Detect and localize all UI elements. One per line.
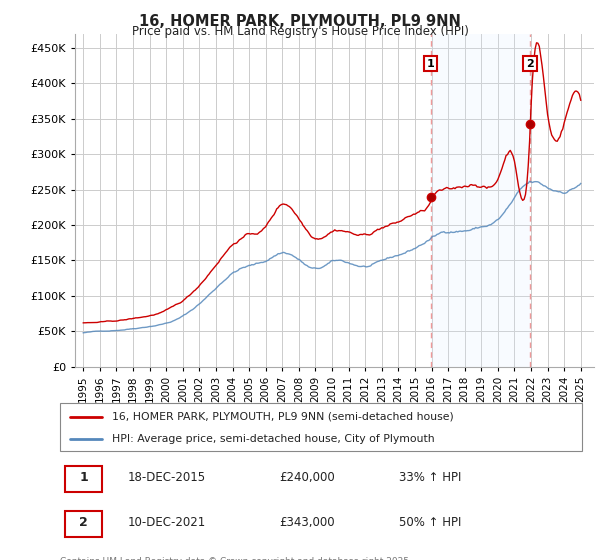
FancyBboxPatch shape [60,403,582,451]
Text: 33% ↑ HPI: 33% ↑ HPI [400,471,461,484]
Text: £343,000: £343,000 [279,516,335,529]
Bar [431,34,530,367]
Text: 18-DEC-2015: 18-DEC-2015 [128,471,206,484]
Text: 16, HOMER PARK, PLYMOUTH, PL9 9NN (semi-detached house): 16, HOMER PARK, PLYMOUTH, PL9 9NN (semi-… [112,412,454,422]
Text: 2: 2 [79,516,88,529]
Text: 16, HOMER PARK, PLYMOUTH, PL9 9NN: 16, HOMER PARK, PLYMOUTH, PL9 9NN [139,14,461,29]
Text: 1: 1 [79,471,88,484]
Text: £240,000: £240,000 [279,471,335,484]
Text: Price paid vs. HM Land Registry's House Price Index (HPI): Price paid vs. HM Land Registry's House … [131,25,469,38]
Text: HPI: Average price, semi-detached house, City of Plymouth: HPI: Average price, semi-detached house,… [112,434,435,444]
Text: 2: 2 [526,59,534,68]
Text: 1: 1 [427,59,435,68]
Text: 50% ↑ HPI: 50% ↑ HPI [400,516,461,529]
FancyBboxPatch shape [65,511,102,537]
Text: 10-DEC-2021: 10-DEC-2021 [128,516,206,529]
Text: Contains HM Land Registry data © Crown copyright and database right 2025.
This d: Contains HM Land Registry data © Crown c… [60,557,412,560]
FancyBboxPatch shape [65,466,102,492]
